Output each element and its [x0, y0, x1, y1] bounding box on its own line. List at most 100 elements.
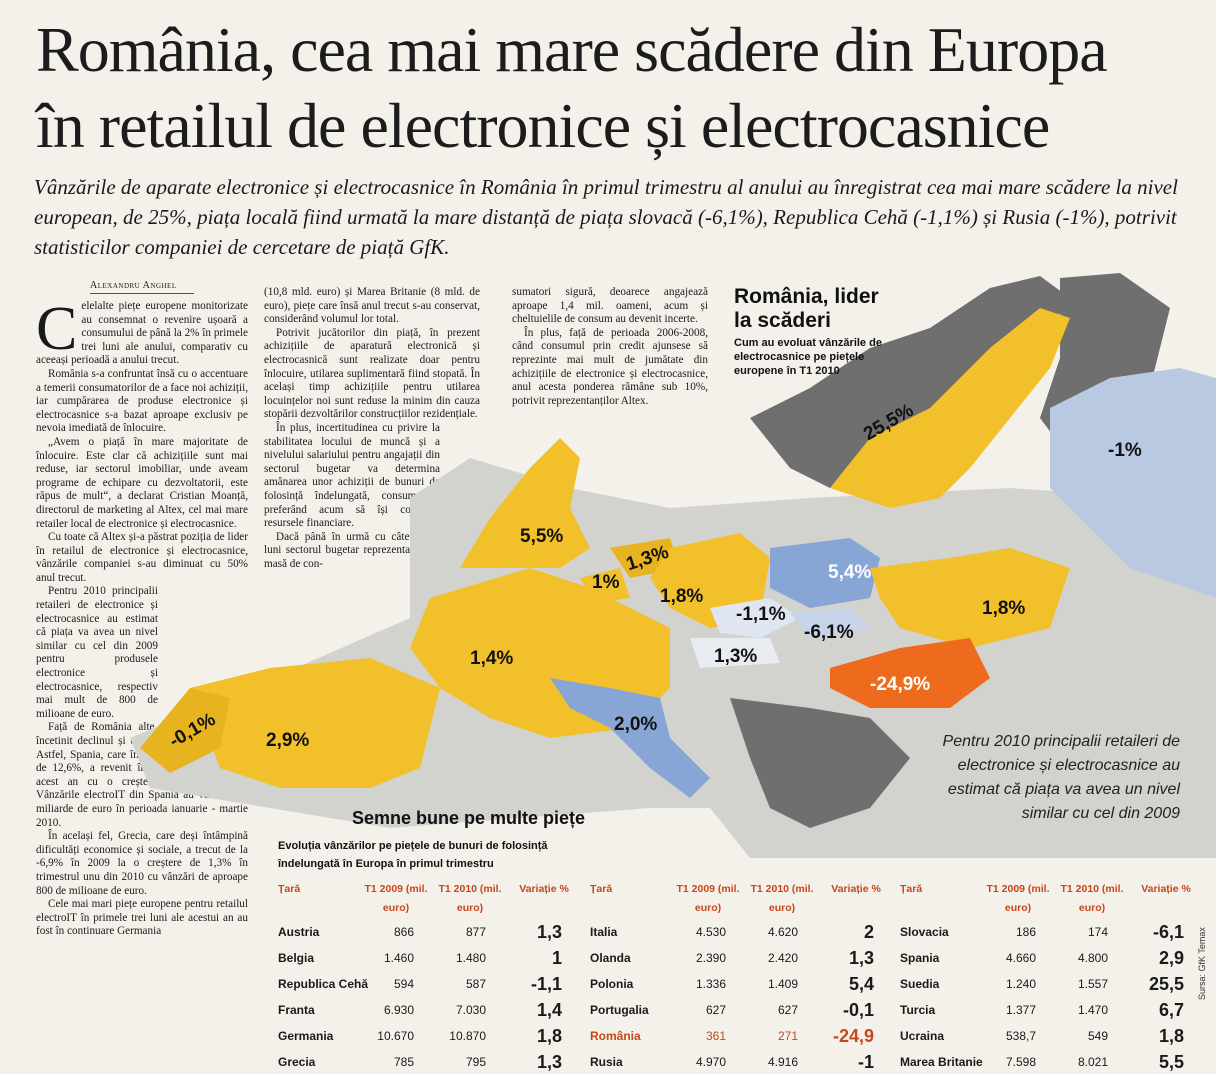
- table-row: Austria 866 877 1,3: [278, 920, 574, 944]
- article-paragraph: Potrivit jucătorilor din piață, în preze…: [264, 326, 480, 421]
- table-cell-t1-2010: 10.870: [449, 1029, 486, 1043]
- table-header-variation: Variație %: [1141, 883, 1191, 895]
- table-cell-country: România: [590, 1029, 641, 1043]
- table-cell-variation: 25,5: [1148, 974, 1184, 994]
- table-cell-t1-2009: 361: [705, 1029, 726, 1043]
- table-cell-country: Franta: [278, 1003, 315, 1017]
- map-scandinavia-gray: [750, 276, 1070, 488]
- table-cell-t1-2009: 866: [393, 925, 414, 939]
- article-paragraph: Cele mai mari piețe europene pentru reta…: [36, 898, 248, 938]
- table-cell-variation: -1: [857, 1052, 874, 1072]
- drop-cap: C: [36, 295, 78, 363]
- table-header-country: Țară: [900, 883, 923, 895]
- map-slovakia: [790, 608, 870, 638]
- table-header-t1-2010: T1 2010 (mil. euro): [750, 883, 814, 914]
- article-column-2: (10,8 mld. euro) și Marea Britanie (8 ml…: [264, 286, 480, 571]
- table-row: Ucraina 538,7 549 1,8: [900, 1024, 1196, 1048]
- table-cell-t1-2010: 877: [465, 925, 486, 939]
- article-lead: Vânzările de aparate electronice și elec…: [34, 175, 1178, 259]
- map-austria: [690, 638, 780, 668]
- table-cell-t1-2010: 549: [1087, 1029, 1108, 1043]
- table-cell-t1-2009: 4.530: [695, 925, 726, 939]
- table-cell-variation: 1,3: [848, 948, 874, 968]
- table-cell-t1-2010: 795: [465, 1055, 486, 1069]
- table-cell-t1-2009: 1.240: [1005, 977, 1036, 991]
- table-cell-variation: -0,1: [842, 1000, 874, 1020]
- article-paragraph: În plus, față de perioada 2006-2008, cân…: [512, 326, 708, 407]
- table-header-t1-2010: T1 2010 (mil. euro): [1060, 883, 1124, 914]
- table-cell-t1-2009: 538,7: [1005, 1029, 1036, 1043]
- table-cell-country: Italia: [590, 925, 618, 939]
- map-spain: [190, 658, 440, 788]
- table-row: Belgia 1.460 1.480 1: [278, 946, 574, 970]
- table-header-t1-2009: T1 2009 (mil. euro): [986, 883, 1050, 914]
- table-cell-t1-2010: 271: [777, 1029, 798, 1043]
- table-cell-variation: 1: [551, 948, 562, 968]
- article-paragraph: Pentru 2010 principalii retaileri de ele…: [36, 585, 158, 720]
- table-cell-country: Marea Britanie: [900, 1055, 983, 1069]
- table-row: Marea Britanie 7.598 8.021 5,5: [900, 1050, 1196, 1074]
- table-row: Spania 4.660 4.800 2,9: [900, 946, 1196, 970]
- table-cell-t1-2009: 10.670: [377, 1029, 414, 1043]
- map-russia: [1050, 368, 1216, 598]
- table-cell-t1-2010: 2.420: [767, 951, 798, 965]
- map-label-france: 1,4%: [470, 648, 514, 669]
- table-cell-country: Belgia: [278, 951, 315, 965]
- table-cell-variation: -24,9: [832, 1026, 874, 1046]
- table-cell-country: Spania: [900, 951, 940, 965]
- map-romania: [830, 638, 990, 708]
- table-cell-variation: 2: [863, 922, 874, 942]
- table-cell-t1-2010: 8.021: [1077, 1055, 1108, 1069]
- table-cell-t1-2010: 1.470: [1077, 1003, 1108, 1017]
- table-header-country: Țară: [278, 883, 301, 895]
- article-paragraph: (10,8 mld. euro) și Marea Britanie (8 ml…: [264, 286, 480, 326]
- table-header-t1-2010: T1 2010 (mil. euro): [438, 883, 502, 914]
- table-header-variation: Variație %: [831, 883, 881, 895]
- article-paragraph: În plus, incertitudinea cu privire la st…: [264, 421, 440, 530]
- map-balkans-gray: [730, 698, 910, 828]
- table-row: Germania 10.670 10.870 1,8: [278, 1024, 574, 1048]
- table-cell-t1-2010: 4.620: [767, 925, 798, 939]
- map-uk: [460, 438, 590, 568]
- map-label-spain: 2,9%: [266, 730, 310, 751]
- table-row: Polonia 1.336 1.409 5,4: [590, 972, 886, 996]
- table-row: Rusia 4.970 4.916 -1: [590, 1050, 886, 1074]
- table-cell-t1-2010: 627: [777, 1003, 798, 1017]
- table-cell-country: Republica Cehă: [278, 977, 369, 991]
- table-cell-t1-2010: 7.030: [455, 1003, 486, 1017]
- table-cell-t1-2010: 4.800: [1077, 951, 1108, 965]
- table-row: Portugalia 627 627 -0,1: [590, 998, 886, 1022]
- table-cell-t1-2009: 594: [393, 977, 414, 991]
- headline-line-2: în retailul de electronice și electrocas…: [36, 90, 1050, 161]
- table-cell-variation: 1,3: [536, 922, 562, 942]
- table-cell-country: Olanda: [590, 951, 631, 965]
- article-paragraph: „Avem o piață în mare majoritate de înlo…: [36, 435, 248, 530]
- table-cell-t1-2009: 7.598: [1005, 1055, 1036, 1069]
- table-cell-t1-2009: 4.660: [1005, 951, 1036, 965]
- table-row: Republica Cehă 594 587 -1,1: [278, 972, 574, 996]
- source-credit: Sursa: GfK Temax: [1197, 927, 1207, 1000]
- table-subtitle: Evoluția vânzărilor pe piețele de bunuri…: [278, 840, 548, 870]
- map-label-germany: 1,8%: [660, 586, 704, 607]
- table-cell-country: Germania: [278, 1029, 334, 1043]
- table-cell-t1-2009: 6.930: [383, 1003, 414, 1017]
- map-label-czech: -1,1%: [736, 604, 786, 625]
- map-czech: [710, 598, 800, 638]
- table-cell-country: Polonia: [590, 977, 634, 991]
- map-title: România, lider la scăderi: [734, 285, 879, 332]
- map-label-slovakia: -6,1%: [804, 622, 854, 643]
- table-cell-t1-2009: 2.390: [695, 951, 726, 965]
- table-cell-country: Portugalia: [590, 1003, 649, 1017]
- table-cell-country: Slovacia: [900, 925, 949, 939]
- article-paragraph: România s-a confruntat însă cu o accentu…: [36, 367, 248, 435]
- map-italy: [550, 678, 710, 798]
- table-cell-variation: 1,8: [1158, 1026, 1184, 1046]
- table-cell-variation: 5,4: [848, 974, 874, 994]
- byline: Alexandru Anghel: [90, 280, 194, 294]
- table-cell-country: Rusia: [590, 1055, 623, 1069]
- table-row: Grecia 785 795 1,3: [278, 1050, 574, 1074]
- map-label-ukraine: 1,8%: [982, 598, 1026, 619]
- map-subtitle: Cum au evoluat vânzările de electrocasni…: [734, 337, 882, 377]
- table-cell-country: Grecia: [278, 1055, 316, 1069]
- article-paragraph: Dacă până în urmă cu câteva luni sectoru…: [264, 530, 420, 570]
